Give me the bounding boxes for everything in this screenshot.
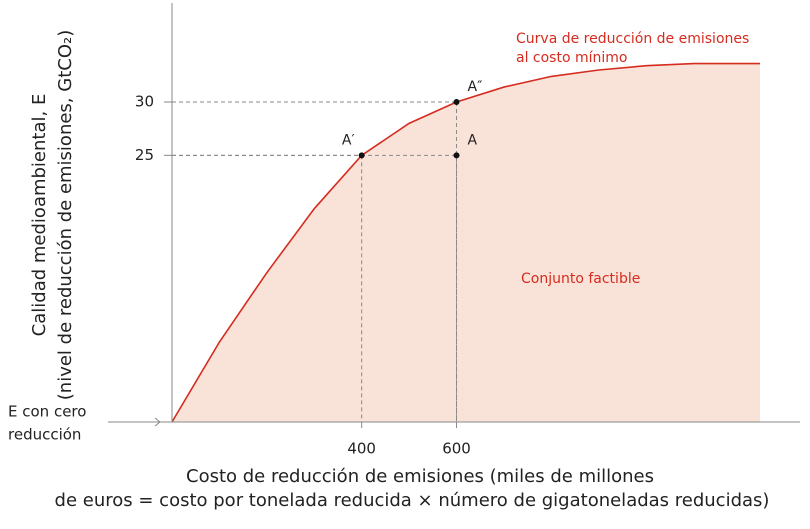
y-axis-label: (nivel de reducción de emisiones, GtCO₂) bbox=[55, 30, 76, 400]
point-label: A bbox=[468, 132, 478, 148]
x-tick-label: 400 bbox=[347, 440, 376, 458]
point bbox=[453, 152, 460, 159]
feasible-area bbox=[172, 63, 760, 422]
point-label: A′ bbox=[342, 132, 355, 148]
y-tick-label: 30 bbox=[135, 93, 154, 111]
curve-label: Curva de reducción de emisiones al costo … bbox=[516, 31, 749, 66]
zero-arrow bbox=[154, 417, 161, 427]
x-axis-label: de euros = costo por tonelada reducida ×… bbox=[55, 490, 770, 511]
point bbox=[358, 152, 365, 159]
y-tick-label: 25 bbox=[135, 146, 154, 164]
x-tick-label: 600 bbox=[442, 440, 471, 458]
x-axis-label: Costo de reducción de emisiones (miles d… bbox=[186, 466, 654, 487]
zero-label: reducción bbox=[8, 426, 81, 444]
zero-label: E con cero bbox=[8, 403, 86, 421]
area-label: Conjunto factible bbox=[521, 271, 640, 287]
point bbox=[453, 99, 460, 105]
point-label: A″ bbox=[468, 79, 483, 95]
y-axis-label: Calidad medioambiental, E bbox=[29, 94, 50, 337]
